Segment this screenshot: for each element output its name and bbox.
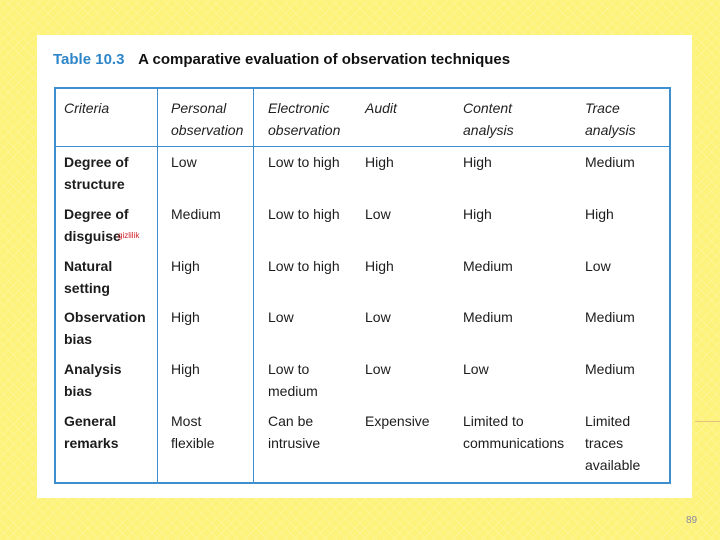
row-criterion: Degree of disguise	[64, 206, 129, 244]
table-cell: Medium	[585, 154, 635, 170]
header-audit: Audit	[365, 100, 397, 116]
table-cell: Low to medium	[268, 361, 318, 399]
table-cell: High	[365, 258, 394, 274]
table-cell: Low to high	[268, 154, 340, 170]
table-cell: High	[171, 309, 200, 325]
comparison-table: Criteria Personal observation Electronic…	[54, 87, 671, 484]
header-divider	[56, 146, 669, 147]
table-cell: High	[171, 361, 200, 377]
table-cell: Low	[365, 309, 391, 325]
handwritten-annotation: gizlilik	[118, 231, 140, 240]
table-cell: High	[463, 206, 492, 222]
column-divider	[157, 89, 158, 482]
slide-card: Table 10.3 A comparative evaluation of o…	[37, 35, 692, 498]
table-cell: Low	[268, 309, 294, 325]
table-cell: High	[585, 206, 614, 222]
column-divider	[253, 89, 254, 482]
header-trace-analysis: Trace analysis	[585, 100, 636, 138]
page-number: 89	[686, 515, 698, 526]
table-cell: Low	[171, 154, 197, 170]
table-cell: Can be intrusive	[268, 413, 321, 451]
table-cell: Medium	[585, 361, 635, 377]
table-cell: Low	[463, 361, 489, 377]
table-cell: Medium	[171, 206, 221, 222]
row-criterion: General remarks	[64, 413, 119, 451]
table-cell: Medium	[585, 309, 635, 325]
table-cell: Low	[365, 206, 391, 222]
table-cell: High	[463, 154, 492, 170]
table-cell: Limited traces available	[585, 413, 641, 473]
table-title: A comparative evaluation of observation …	[138, 51, 511, 68]
header-criteria: Criteria	[64, 100, 110, 116]
row-criterion: Degree of structure	[64, 154, 129, 192]
table-cell: Limited to communications	[463, 413, 565, 451]
table-cell: Most flexible	[171, 413, 215, 451]
table-number: Table 10.3	[53, 51, 125, 68]
table-cell: Low	[365, 361, 391, 377]
table-cell: High	[365, 154, 394, 170]
header-content-analysis: Content analysis	[463, 100, 514, 138]
table-cell: Low	[585, 258, 611, 274]
table-cell: High	[171, 258, 200, 274]
row-criterion: Natural setting	[64, 258, 113, 296]
table-cell: Low to high	[268, 258, 340, 274]
row-criterion: Observation bias	[64, 309, 146, 347]
header-personal-observation: Personal observation	[171, 100, 244, 138]
table-cell: Expensive	[365, 413, 430, 429]
row-criterion: Analysis bias	[64, 361, 122, 399]
decorative-line	[695, 421, 720, 422]
header-electronic-observation: Electronic observation	[268, 100, 341, 138]
table-cell: Medium	[463, 309, 513, 325]
table-cell: Low to high	[268, 206, 340, 222]
table-caption: Table 10.3 A comparative evaluation of o…	[53, 51, 510, 68]
table-cell: Medium	[463, 258, 513, 274]
